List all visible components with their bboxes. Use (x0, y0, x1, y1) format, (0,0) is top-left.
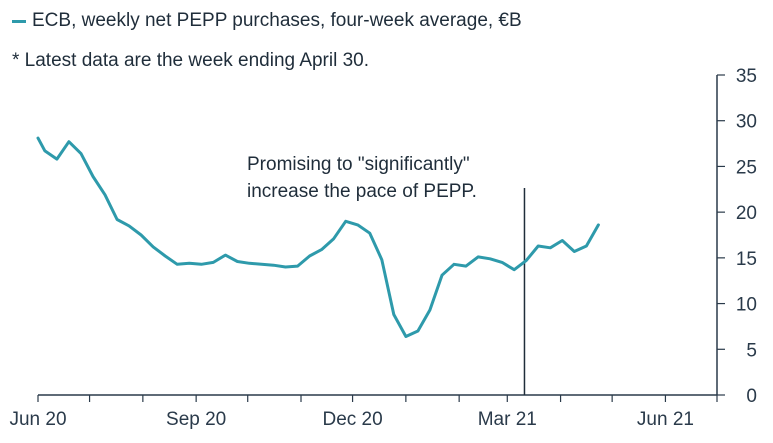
x-tick-label: Sep 20 (166, 409, 226, 430)
x-tick-label: Mar 21 (478, 409, 537, 430)
x-tick-label: Dec 20 (322, 409, 382, 430)
series-group (36, 136, 600, 338)
legend-label: ECB, weekly net PEPP purchases, four-wee… (32, 10, 522, 31)
y-tick-label: 30 (736, 112, 757, 133)
series-line (36, 136, 600, 338)
axes: Jun 20 Sep 20 Dec 20 Mar 21 Jun 21 0 5 10 15 20 25… (9, 66, 757, 430)
y-tick-label: 10 (736, 295, 757, 316)
annotation-line-2: increase the pace of PEPP. (247, 181, 477, 202)
x-tick-label: Jun 21 (637, 409, 694, 430)
y-tick-label: 0 (746, 386, 757, 407)
legend-swatch (12, 19, 26, 23)
x-tick-label: Jun 20 (9, 409, 66, 430)
y-tick-label: 35 (736, 66, 757, 87)
y-tick-label: 25 (736, 157, 757, 178)
y-tick-label: 15 (736, 249, 757, 270)
chart-note: * Latest data are the week ending April … (12, 50, 370, 71)
legend: ECB, weekly net PEPP purchases, four-wee… (12, 10, 522, 32)
y-tick-label: 20 (736, 203, 757, 224)
y-tick-label: 5 (746, 340, 757, 361)
annotation-line-1: Promising to "significantly" (247, 154, 470, 175)
annotation-text: Promising to "significantly" increase th… (247, 151, 477, 205)
